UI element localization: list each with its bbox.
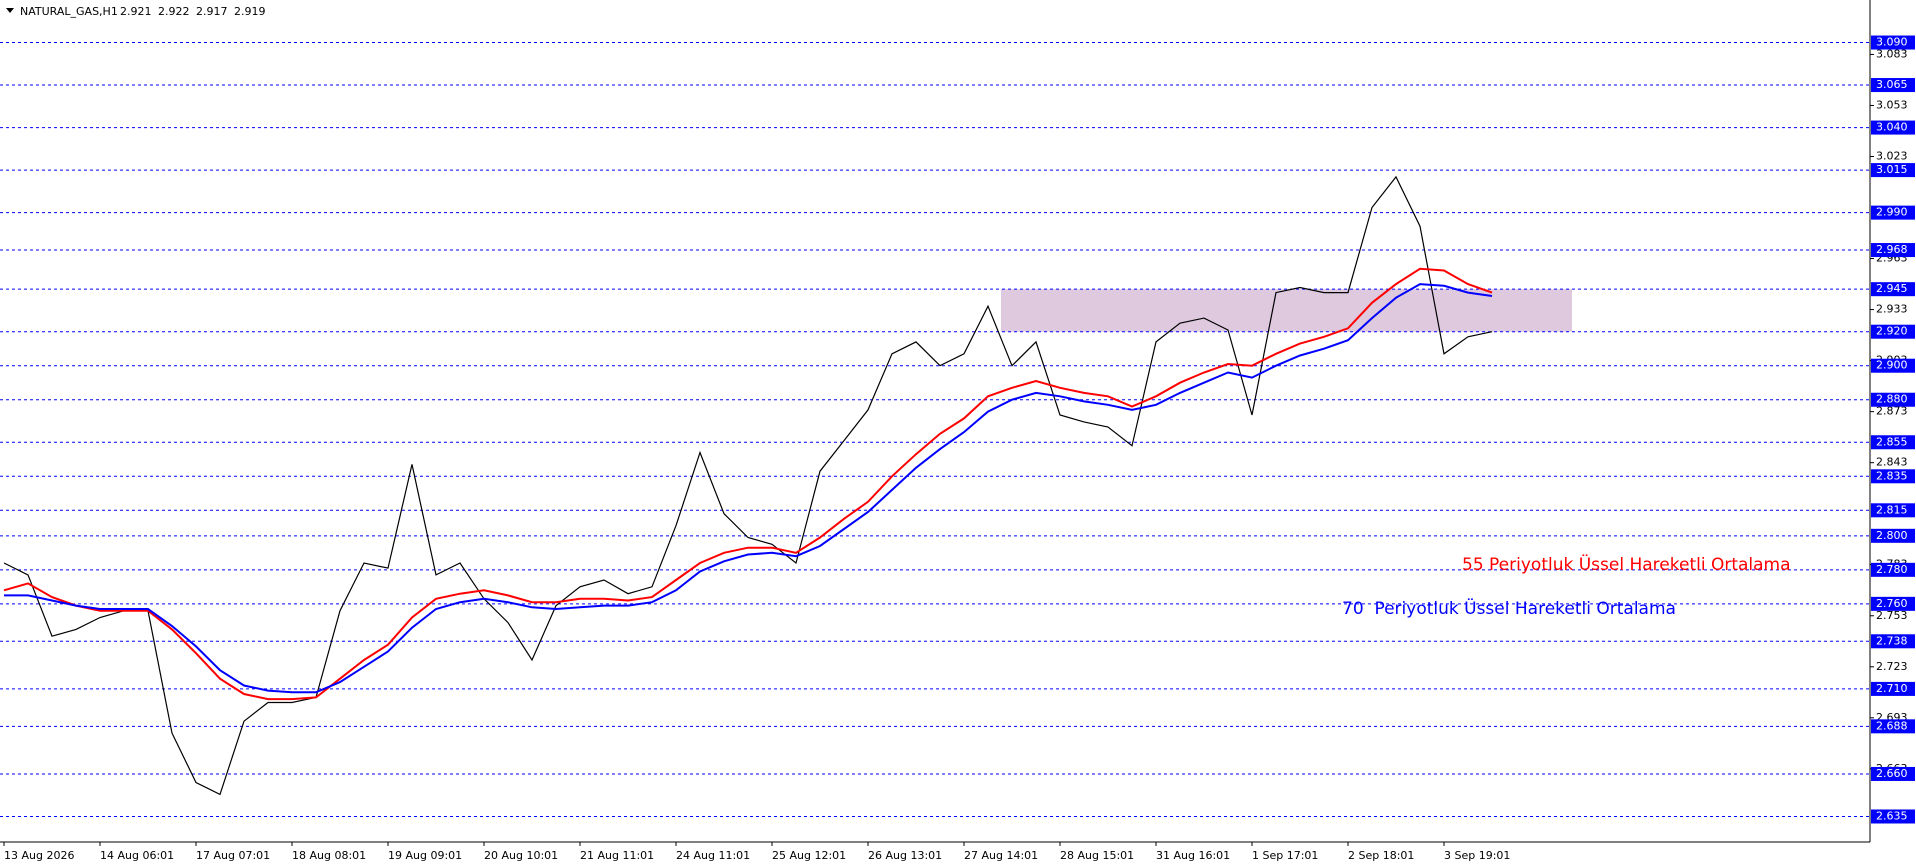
x-tick-label: 31 Aug 16:01 — [1156, 849, 1230, 862]
level-label-bg — [1871, 324, 1915, 339]
level-label: 2.855 — [1876, 435, 1908, 448]
y-tick-label: 2.723 — [1876, 660, 1908, 673]
x-tick-label: 26 Aug 13:01 — [868, 849, 942, 862]
level-label-bg — [1871, 562, 1915, 577]
level-label-bg — [1871, 205, 1915, 220]
x-tick-label: 25 Aug 12:01 — [772, 849, 846, 862]
zone — [1001, 289, 1572, 332]
level-label-bg — [1871, 282, 1915, 297]
x-tick-label: 20 Aug 10:01 — [484, 849, 558, 862]
level-label-bg — [1871, 163, 1915, 178]
level-label-bg — [1871, 358, 1915, 373]
level-label: 2.815 — [1876, 503, 1908, 516]
x-tick-label: 21 Aug 11:01 — [580, 849, 654, 862]
level-label: 2.660 — [1876, 767, 1908, 780]
x-tick-label: 2 Sep 18:01 — [1348, 849, 1414, 862]
ema-line — [4, 283, 1493, 694]
level-label-bg — [1871, 35, 1915, 50]
x-tick-label: 13 Aug 2026 — [4, 849, 74, 862]
level-label: 2.710 — [1876, 682, 1908, 695]
level-label-bg — [1871, 120, 1915, 135]
level-label-bg — [1871, 503, 1915, 518]
legend-label: 55 Periyotluk Üssel Hareketli Ortalama — [1462, 553, 1791, 575]
chart-title: NATURAL_GAS,H1 — [20, 5, 118, 18]
x-tick-label: 28 Aug 15:01 — [1060, 849, 1134, 862]
level-label: 2.880 — [1876, 393, 1908, 406]
y-tick-label: 2.873 — [1876, 405, 1908, 418]
level-label: 3.015 — [1876, 163, 1908, 176]
y-tick-label: 2.843 — [1876, 456, 1908, 469]
level-label-bg — [1871, 243, 1915, 258]
level-label-bg — [1871, 469, 1915, 484]
y-tick-label: 3.083 — [1876, 47, 1908, 60]
level-label: 2.835 — [1876, 469, 1908, 482]
x-tick-label: 1 Sep 17:01 — [1252, 849, 1318, 862]
x-tick-label: 27 Aug 14:01 — [964, 849, 1038, 862]
level-label: 3.090 — [1876, 36, 1908, 49]
level-label-bg — [1871, 78, 1915, 93]
x-tick-label: 14 Aug 06:01 — [100, 849, 174, 862]
x-tick-label: 17 Aug 07:01 — [196, 849, 270, 862]
level-label: 2.800 — [1876, 529, 1908, 542]
level-label-bg — [1871, 766, 1915, 781]
level-label-bg — [1871, 719, 1915, 734]
level-label: 2.780 — [1876, 563, 1908, 576]
level-label-bg — [1871, 596, 1915, 611]
level-label: 2.968 — [1876, 243, 1908, 256]
y-tick-label: 3.053 — [1876, 98, 1908, 111]
x-tick-label: 19 Aug 09:01 — [388, 849, 462, 862]
level-label-bg — [1871, 634, 1915, 649]
level-label: 2.900 — [1876, 359, 1908, 372]
level-label: 2.635 — [1876, 809, 1908, 822]
x-tick-label: 3 Sep 19:01 — [1444, 849, 1510, 862]
ohlc-value: 2.922 — [158, 5, 190, 18]
ema-line — [3, 267, 1493, 701]
level-label: 3.065 — [1876, 78, 1908, 91]
menu-triangle — [6, 8, 14, 13]
x-tick-label: 18 Aug 08:01 — [292, 849, 366, 862]
level-label-bg — [1871, 435, 1915, 450]
level-label: 2.945 — [1876, 282, 1908, 295]
level-label-bg — [1871, 681, 1915, 696]
y-tick-label: 2.933 — [1876, 303, 1908, 316]
x-tick-label: 24 Aug 11:01 — [676, 849, 750, 862]
y-tick-label: 3.023 — [1876, 149, 1908, 162]
y-tick-label: 2.753 — [1876, 609, 1908, 622]
ohlc-value: 2.921 — [120, 5, 152, 18]
price-line — [3, 175, 1493, 796]
level-label: 2.990 — [1876, 206, 1908, 219]
legend-label: 70 Periyotluk Üssel Hareketli Ortalama — [1342, 597, 1676, 619]
level-label-bg — [1871, 809, 1915, 824]
level-label-bg — [1871, 392, 1915, 407]
ohlc-value: 2.919 — [234, 5, 266, 18]
level-label: 2.760 — [1876, 597, 1908, 610]
level-label: 2.738 — [1876, 634, 1908, 647]
ohlc-value: 2.917 — [196, 5, 228, 18]
level-label: 2.920 — [1876, 325, 1908, 338]
plot-layer — [0, 42, 1870, 817]
level-label: 2.688 — [1876, 719, 1908, 732]
level-label-bg — [1871, 528, 1915, 543]
level-label: 3.040 — [1876, 121, 1908, 134]
